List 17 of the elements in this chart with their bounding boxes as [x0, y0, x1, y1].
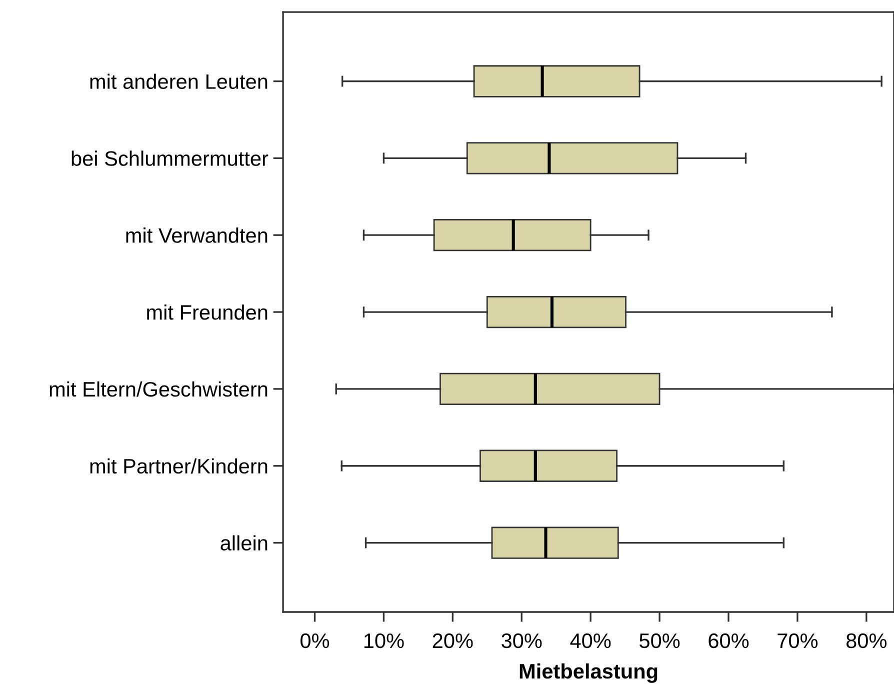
y-tick-label: mit anderen Leuten: [90, 74, 268, 90]
x-axis-title: Mietbelastung: [520, 663, 658, 683]
y-tick-label: allein: [220, 535, 268, 551]
x-tick-label: 60%: [708, 633, 749, 648]
y-tick-label: mit Eltern/Geschwistern: [50, 381, 268, 397]
x-tick-label: 50%: [640, 633, 680, 648]
y-tick-label: bei Schlummermutter: [72, 150, 268, 166]
y-tick-label: mit Verwandten: [126, 228, 268, 243]
x-tick-label: 20%: [432, 633, 473, 648]
x-tick-label: 80%: [846, 633, 887, 648]
y-tick-label: mit Partner/Kindern: [90, 458, 268, 474]
x-tick-label: 0%: [300, 633, 330, 648]
x-tick-label: 40%: [570, 633, 611, 648]
x-tick-label: 10%: [364, 633, 404, 648]
x-tick-label: 30%: [502, 633, 542, 648]
y-tick-label: mit Freunden: [147, 304, 268, 320]
x-tick-label: 70%: [778, 633, 818, 648]
